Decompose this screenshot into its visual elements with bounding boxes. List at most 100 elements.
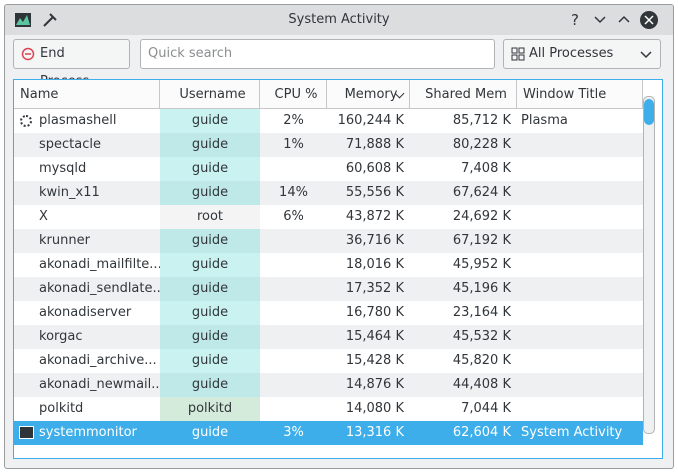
cell-user: guide <box>191 425 229 440</box>
cell-shared: 7,408 K <box>461 161 511 176</box>
cell-shared: 45,196 K <box>452 281 511 296</box>
table-row[interactable] <box>14 157 643 181</box>
svg-text:?: ? <box>571 11 579 29</box>
cell-name: polkitd <box>39 401 84 416</box>
cell-memory: 15,464 K <box>345 329 404 344</box>
cell-user: guide <box>191 161 229 176</box>
table-row[interactable] <box>14 133 643 157</box>
cell-name: spectacle <box>39 137 101 152</box>
cell-window: System Activity <box>521 425 623 440</box>
cell-shared: 80,228 K <box>452 137 511 152</box>
cell-shared: 23,164 K <box>452 305 511 320</box>
cell-name: systemmonitor <box>39 425 137 440</box>
cell-user: guide <box>191 305 229 320</box>
user-highlight <box>160 397 260 421</box>
cell-memory: 18,016 K <box>345 257 404 272</box>
cell-user: guide <box>191 137 229 152</box>
title-bar: System Activity ? <box>5 5 673 35</box>
cell-memory: 13,316 K <box>345 425 404 440</box>
filter-label: All Processes <box>529 46 614 61</box>
cell-user: guide <box>191 233 229 248</box>
cell-memory: 43,872 K <box>345 209 404 224</box>
user-highlight <box>160 133 260 157</box>
cell-memory: 16,780 K <box>345 305 404 320</box>
cell-user: guide <box>191 113 229 128</box>
user-highlight <box>160 205 260 229</box>
end-process-button[interactable]: End Process... <box>13 39 130 89</box>
user-highlight <box>160 109 260 133</box>
user-highlight <box>160 325 260 349</box>
cell-shared: 45,820 K <box>452 353 511 368</box>
user-highlight <box>160 373 260 397</box>
cell-user: root <box>196 209 224 224</box>
cell-shared: 45,532 K <box>452 329 511 344</box>
cell-name: mysqld <box>39 161 87 176</box>
cell-name: X <box>39 209 48 224</box>
user-highlight <box>160 229 260 253</box>
column-header[interactable]: Name <box>14 80 160 109</box>
table-row[interactable] <box>14 277 643 301</box>
cell-shared: 67,624 K <box>452 185 511 200</box>
filter-dropdown[interactable]: All Processes <box>503 39 661 69</box>
table-row[interactable] <box>14 253 643 277</box>
cell-shared: 45,952 K <box>452 257 511 272</box>
cell-cpu: 6% <box>283 209 304 224</box>
cell-user: guide <box>191 329 229 344</box>
cell-name: akonadi_mailfilte... <box>39 257 160 272</box>
cell-name: kwin_x11 <box>39 185 100 200</box>
cell-name: akonadi_sendlate... <box>39 281 160 296</box>
column-header[interactable]: Window Title <box>517 80 643 109</box>
window-controls[interactable]: ? <box>567 5 667 35</box>
process-table[interactable]: Name Username CPU % Memory Shared Mem Window … <box>13 79 663 459</box>
cell-cpu: 14% <box>279 185 308 200</box>
user-highlight <box>160 301 260 325</box>
cell-memory: 14,876 K <box>345 377 404 392</box>
scrollbar[interactable] <box>643 96 655 434</box>
table-row[interactable] <box>14 205 643 229</box>
cell-user: guide <box>191 377 229 392</box>
cell-cpu: 3% <box>283 425 304 440</box>
table-row[interactable] <box>14 109 643 133</box>
user-highlight <box>160 253 260 277</box>
table-row[interactable] <box>14 421 643 445</box>
user-highlight <box>160 349 260 373</box>
cell-shared: 67,192 K <box>452 233 511 248</box>
cell-shared: 7,044 K <box>461 401 511 416</box>
table-row[interactable] <box>14 325 643 349</box>
cell-name: korgac <box>39 329 83 344</box>
cell-memory: 14,080 K <box>345 401 404 416</box>
process-icon <box>19 426 34 439</box>
cell-name: akonadiserver <box>39 305 132 320</box>
table-row[interactable] <box>14 349 643 373</box>
table-row[interactable] <box>14 397 643 421</box>
cell-user: polkitd <box>187 401 233 416</box>
table-row[interactable] <box>14 229 643 253</box>
table-row[interactable] <box>14 373 643 397</box>
user-highlight <box>160 277 260 301</box>
column-header[interactable]: Shared Mem <box>410 80 517 109</box>
cell-memory: 17,352 K <box>345 281 404 296</box>
cell-memory: 36,716 K <box>345 233 404 248</box>
cell-shared: 62,604 K <box>452 425 511 440</box>
search-field[interactable]: Quick search <box>140 39 495 69</box>
user-highlight <box>160 157 260 181</box>
column-header[interactable]: Memory <box>327 80 410 109</box>
window-title: System Activity <box>288 12 390 27</box>
cell-memory: 160,244 K <box>337 113 404 128</box>
cell-shared: 24,692 K <box>452 209 511 224</box>
cell-cpu: 1% <box>283 137 304 152</box>
cell-window: Plasma <box>521 113 568 128</box>
cell-name: krunner <box>39 233 90 248</box>
cell-user: guide <box>191 353 229 368</box>
column-header[interactable]: Username <box>160 80 260 109</box>
table-row[interactable] <box>14 301 643 325</box>
table-row[interactable] <box>14 181 643 205</box>
user-highlight <box>160 181 260 205</box>
window: System Activity ? End Process... Quick s… <box>4 4 674 469</box>
cell-memory: 71,888 K <box>345 137 404 152</box>
cell-user: guide <box>191 257 229 272</box>
cell-memory: 15,428 K <box>345 353 404 368</box>
column-header[interactable]: CPU % <box>260 80 327 109</box>
cell-user: guide <box>191 185 229 200</box>
cell-name: akonadi_newmail... <box>39 377 160 392</box>
